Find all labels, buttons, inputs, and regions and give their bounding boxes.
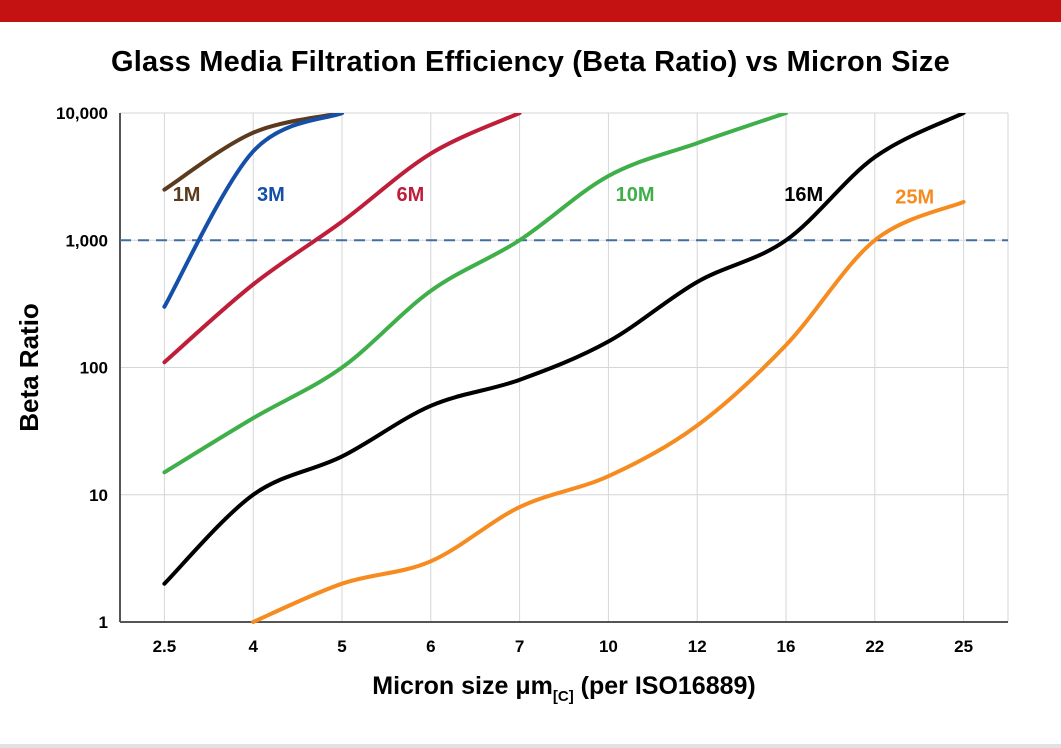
page-title: Glass Media Filtration Efficiency (Beta … (111, 46, 950, 78)
y-axis-title: Beta Ratio (14, 303, 44, 432)
bottom-edge-line (0, 744, 1061, 748)
y-tick-label: 1,000 (65, 231, 108, 250)
y-tick-label: 10 (89, 486, 108, 505)
x-tick-label: 12 (688, 637, 707, 656)
series-line-10M (162, 113, 788, 475)
series-label-3M: 3M (257, 184, 285, 206)
x-axis-title: Micron size μm[C] (per ISO16889) (372, 672, 755, 705)
y-tick-label: 100 (80, 359, 108, 378)
series-line-6M (162, 113, 522, 365)
series-line-16M (162, 113, 966, 586)
x-tick-label: 4 (248, 637, 258, 656)
series-label-1M: 1M (173, 184, 201, 206)
series-label-25M: 25M (895, 187, 934, 209)
x-tick-label: 10 (599, 637, 618, 656)
series-label-6M: 6M (396, 184, 424, 206)
x-tick-label: 6 (426, 637, 435, 656)
beta-ratio-chart: 10,000 1,000 100 10 1 2.5 4 5 6 7 10 12 16 22 25 1M 3M 6M… (14, 104, 1009, 705)
y-tick-label: 1 (99, 613, 108, 632)
x-tick-label: 25 (954, 637, 973, 656)
x-tick-label: 22 (865, 637, 884, 656)
series-line-3M (162, 113, 344, 309)
x-tick-label: 7 (515, 637, 524, 656)
x-tick-label: 2.5 (153, 637, 177, 656)
series-line-25M (251, 199, 966, 624)
y-tick-label: 10,000 (56, 104, 108, 123)
x-tick-label: 16 (777, 637, 796, 656)
series-label-10M: 10M (616, 184, 655, 206)
series-label-16M: 16M (784, 184, 823, 206)
x-tick-label: 5 (337, 637, 346, 656)
top-red-bar (0, 0, 1061, 22)
